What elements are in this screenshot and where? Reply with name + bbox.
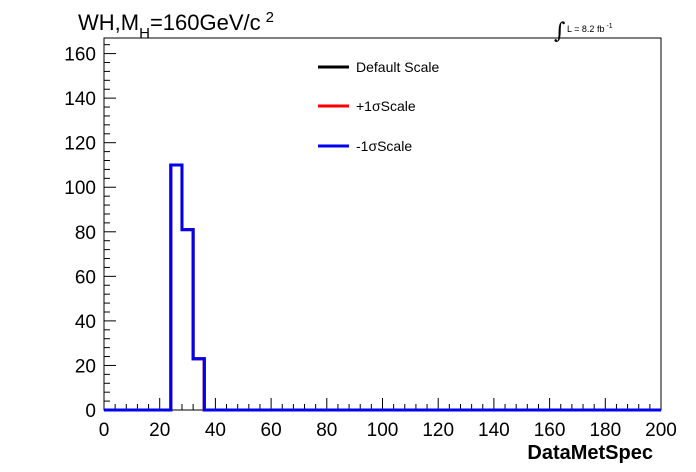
svg-text:WH,MH=160GeV/c2: WH,MH=160GeV/c 2 [78, 9, 274, 42]
x-tick-label: 160 [534, 420, 566, 441]
x-tick-label: 20 [149, 420, 170, 441]
series-line-2 [104, 165, 661, 410]
x-tick-label: 200 [645, 420, 677, 441]
x-axis: 0 20 40 60 80 100 120 140 160 180 200 [99, 398, 677, 441]
y-tick-label: 60 [75, 267, 96, 288]
y-tick-label: 40 [75, 312, 96, 333]
x-tick-label: 180 [589, 420, 621, 441]
legend-entry-plus1sigma: +1σScale [318, 98, 416, 114]
x-tick-label: 0 [99, 420, 110, 441]
y-tick-label: 80 [75, 223, 96, 244]
legend-label-plus1sigma: +1σScale [356, 98, 416, 114]
series-line-1 [104, 165, 661, 410]
x-tick-label: 60 [261, 420, 282, 441]
plot-frame [104, 38, 661, 410]
x-tick-label: 40 [205, 420, 226, 441]
x-tick-label: 80 [316, 420, 337, 441]
legend-entry-minus1sigma: -1σScale [318, 138, 412, 154]
y-tick-label: 120 [64, 134, 96, 155]
chart-title: WH,MH=160GeV/c 2 [78, 9, 274, 42]
y-tick-label: 100 [64, 178, 96, 199]
y-axis: 0 20 40 60 80 100 120 140 160 [64, 45, 116, 422]
luminosity-label: ∫ L = 8.2 fb -1 [554, 19, 613, 44]
legend-entry-default: Default Scale [318, 59, 439, 75]
legend: Default Scale +1σScale -1σScale [318, 59, 439, 154]
y-tick-label: 0 [85, 401, 96, 422]
legend-label-minus1sigma: -1σScale [356, 138, 412, 154]
lumi-superscript: -1 [606, 23, 612, 30]
x-tick-label: 140 [478, 420, 510, 441]
title-subscript: H [139, 25, 150, 42]
legend-label-default: Default Scale [356, 59, 439, 75]
y-tick-label: 160 [64, 45, 96, 66]
x-tick-label: 100 [367, 420, 399, 441]
y-tick-label: 140 [64, 89, 96, 110]
series-line-0 [104, 165, 661, 410]
title-prefix: WH,M [78, 10, 139, 35]
series-layer [104, 165, 661, 410]
x-tick-label: 120 [422, 420, 454, 441]
title-superscript: 2 [266, 9, 274, 26]
title-main: =160GeV/c [150, 10, 261, 35]
y-tick-label: 20 [75, 356, 96, 377]
integral-symbol: ∫ [554, 19, 566, 44]
svg-text:L = 8.2 fb-1: L = 8.2 fb -1 [567, 23, 613, 34]
x-axis-label: DataMetSpec [527, 442, 653, 464]
lumi-text: L = 8.2 fb [567, 24, 604, 34]
